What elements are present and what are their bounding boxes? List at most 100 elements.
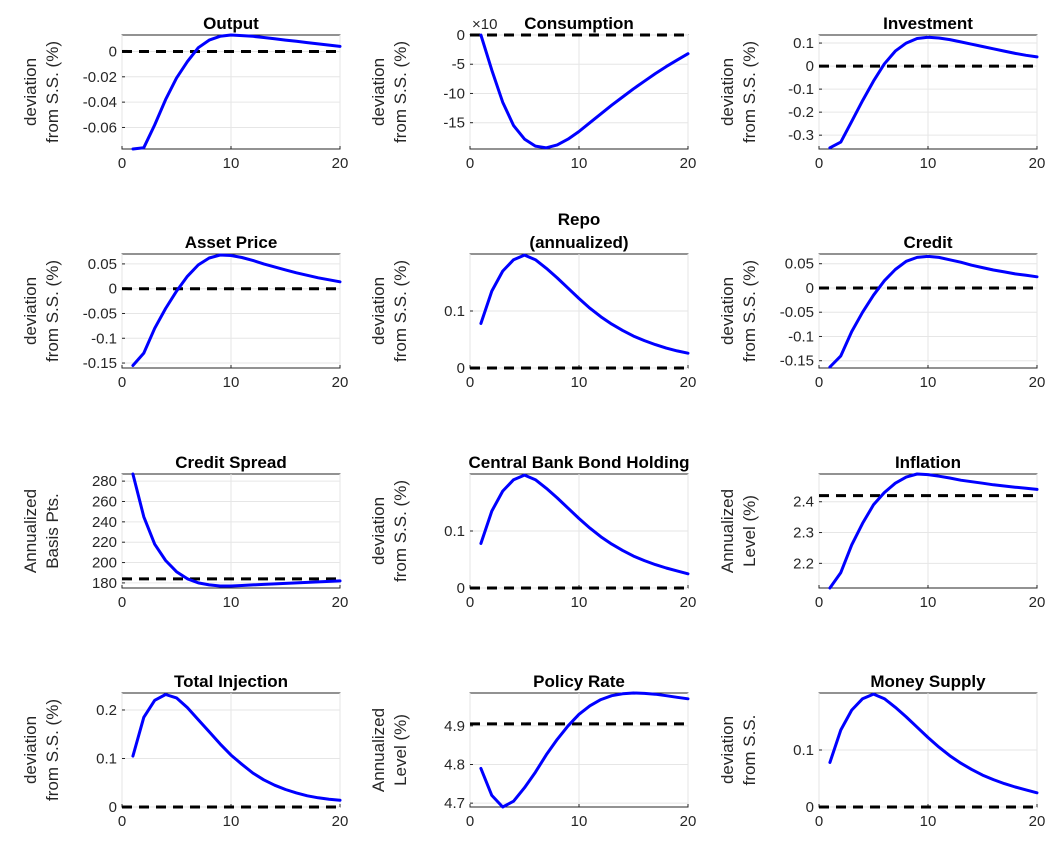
x-tick-label: 0 (118, 374, 126, 391)
x-tick-label: 0 (118, 594, 126, 611)
x-tick-label: 20 (332, 813, 349, 830)
x-tick-label: 0 (815, 155, 823, 172)
y-tick-label: -0.15 (83, 355, 117, 372)
y-tick-label: -10 (443, 85, 465, 102)
y-tick-label: 240 (92, 514, 117, 531)
x-tick-label: 20 (332, 155, 349, 172)
subplot-title: Repo (558, 210, 601, 229)
y-axis-label: deviation (21, 716, 40, 784)
subplot-title: Total Injection (174, 672, 288, 691)
y-axis-label: Level (%) (740, 495, 759, 567)
y-tick-label: -0.2 (788, 104, 814, 121)
impulse-response-line (131, 472, 342, 588)
x-tick-label: 10 (920, 594, 937, 611)
x-tick-label: 20 (1029, 594, 1046, 611)
subplot-0: 0 10 20 -0.06 -0.04 -0.02 0 Output deviation from… (21, 14, 348, 172)
subplot-title: Investment (883, 14, 973, 33)
y-tick-label: 2.2 (793, 555, 814, 572)
subplot-10: 0 10 20 4.7 4.8 4.9 Policy Rate Annualized Level… (369, 672, 696, 830)
x-tick-label: 0 (118, 155, 126, 172)
y-tick-label: -0.3 (788, 127, 814, 144)
y-tick-label: -0.02 (83, 69, 117, 86)
x-tick-label: 20 (680, 374, 697, 391)
y-axis-label: from S.S. (%) (391, 41, 410, 143)
y-tick-label: 0 (806, 280, 814, 297)
y-tick-label: -0.06 (83, 119, 117, 136)
y-tick-label: 4.8 (444, 756, 465, 773)
y-axis-label: from S.S. (%) (43, 260, 62, 362)
subplot-title: Consumption (524, 14, 634, 33)
y-axis-label: from S.S. (%) (43, 699, 62, 801)
x-tick-label: 0 (466, 374, 474, 391)
x-tick-label: 10 (920, 813, 937, 830)
y-tick-label: 0 (109, 799, 117, 816)
x-tick-label: 10 (571, 155, 588, 172)
impulse-response-line (479, 253, 690, 355)
y-tick-label: 260 (92, 493, 117, 510)
x-tick-label: 20 (332, 374, 349, 391)
y-tick-label: 0 (457, 27, 465, 44)
y-tick-label: -5 (452, 56, 465, 73)
x-tick-label: 10 (920, 155, 937, 172)
y-axis-label: from S.S. (740, 715, 759, 786)
impulse-response-line (828, 254, 1039, 369)
y-tick-label: -0.05 (780, 304, 814, 321)
y-axis-label: Basis Pts. (43, 493, 62, 569)
y-tick-label: 4.9 (444, 718, 465, 735)
y-tick-label: -0.15 (780, 353, 814, 370)
y-tick-label: 0.1 (793, 742, 814, 759)
y-tick-label: 0 (457, 360, 465, 377)
x-tick-label: 10 (223, 594, 240, 611)
y-axis-label: from S.S. (%) (391, 480, 410, 582)
y-tick-label: 0.05 (88, 256, 117, 273)
x-tick-label: 10 (571, 594, 588, 611)
y-tick-label: 0.1 (444, 523, 465, 540)
y-tick-label: -0.1 (91, 330, 117, 347)
y-tick-label: -15 (443, 115, 465, 132)
y-tick-label: 180 (92, 575, 117, 592)
impulse-response-line (828, 472, 1039, 590)
subplot-title: Asset Price (185, 233, 278, 252)
x-tick-label: 20 (680, 813, 697, 830)
x-tick-label: 20 (1029, 374, 1046, 391)
subplot-title: Credit Spread (175, 453, 286, 472)
impulse-response-line (828, 35, 1039, 150)
y-tick-label: 0 (457, 580, 465, 597)
y-tick-label: 200 (92, 555, 117, 572)
x-tick-label: 10 (571, 813, 588, 830)
x-tick-label: 10 (223, 813, 240, 830)
subplot-3: 0 10 20 -0.15 -0.1 -0.05 0 0.05 Asset Price devia… (21, 233, 348, 391)
x-tick-label: 0 (815, 813, 823, 830)
subplot-8: 0 10 20 2.2 2.3 2.4 Inflation Annualized Level (… (718, 453, 1045, 611)
subplot-11: 0 10 20 0 0.1 Money Supply deviation from S.S. (718, 672, 1045, 830)
x-tick-label: 20 (1029, 155, 1046, 172)
y-exponent-label: ×10 (472, 16, 497, 33)
x-tick-label: 0 (466, 155, 474, 172)
y-tick-label: 2.3 (793, 525, 814, 542)
subplot-2: 0 10 20 -0.3 -0.2 -0.1 0 0.1 Investment deviation… (718, 14, 1045, 172)
y-tick-label: -0.04 (83, 94, 117, 111)
y-axis-label: from S.S. (%) (740, 260, 759, 362)
subplot-7: 0 10 20 0 0.1 Central Bank Bond Holding deviat… (369, 453, 696, 611)
subplot-title: Money Supply (870, 672, 986, 691)
x-tick-label: 20 (680, 155, 697, 172)
y-axis-label: Annualized (718, 489, 737, 573)
impulse-response-line (479, 473, 690, 576)
x-tick-label: 0 (466, 594, 474, 611)
impulse-response-line (131, 693, 342, 802)
y-tick-label: 0.2 (96, 702, 117, 719)
y-tick-label: 0.1 (96, 750, 117, 767)
y-axis-label: deviation (718, 716, 737, 784)
y-axis-label: Annualized (21, 489, 40, 573)
x-tick-label: 0 (118, 813, 126, 830)
y-axis-label: deviation (718, 58, 737, 126)
subplot-title: Inflation (895, 453, 961, 472)
x-tick-label: 10 (223, 374, 240, 391)
subplot-4: 0 10 20 0 0.1 Repo (annualized) deviation from S… (369, 210, 696, 391)
y-axis-label: from S.S. (%) (740, 41, 759, 143)
y-axis-label: deviation (369, 497, 388, 565)
subplot-title: Policy Rate (533, 672, 625, 691)
y-tick-label: -0.1 (788, 81, 814, 98)
x-tick-label: 20 (680, 594, 697, 611)
